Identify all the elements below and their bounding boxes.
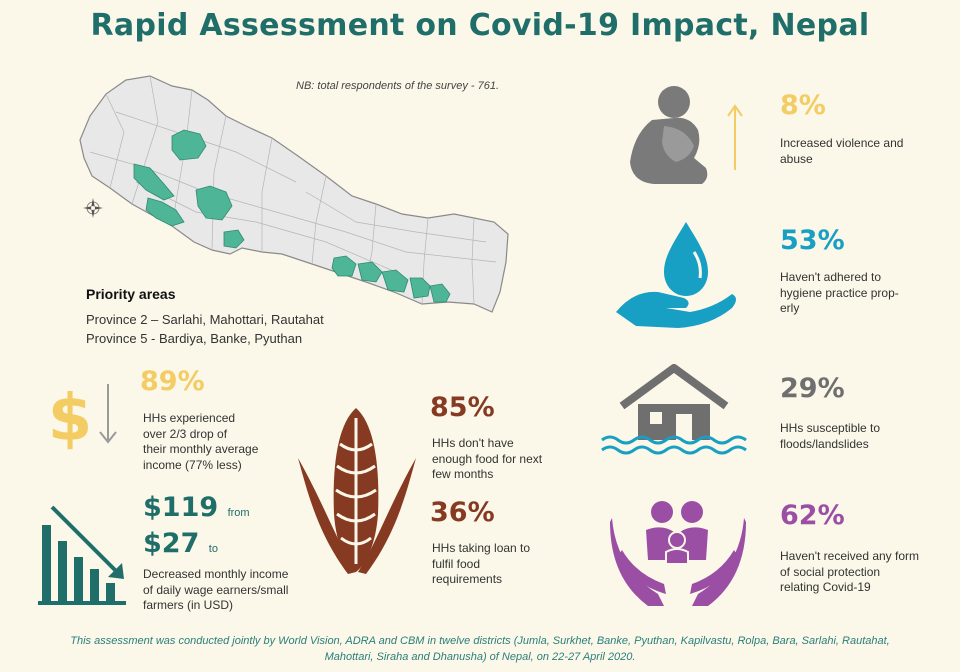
district-dhanusha bbox=[429, 283, 451, 303]
violence-percent: 8% bbox=[780, 90, 826, 121]
compass-icon bbox=[83, 198, 103, 218]
priority-areas-heading: Priority areas bbox=[86, 286, 176, 302]
district-jumla bbox=[171, 129, 207, 161]
loan-text: HHs taking loan to fulfil food requireme… bbox=[432, 541, 531, 586]
district-bardiya bbox=[133, 163, 175, 201]
page-title: Rapid Assessment on Covid-19 Impact, Nep… bbox=[90, 8, 870, 43]
wage-from-word: from bbox=[227, 507, 250, 519]
survey-note: NB: total respondents of the survey - 76… bbox=[296, 80, 500, 92]
floods-percent: 29% bbox=[780, 373, 845, 404]
food-shortage-text: HHs don't have enough food for next few … bbox=[432, 436, 543, 481]
wage-from-value: $119 from bbox=[143, 492, 250, 523]
nepal-map bbox=[79, 75, 509, 313]
province-5-districts: Province 5 - Bardiya, Banke, Pyuthan bbox=[86, 331, 303, 346]
income-drop-percent: 89% bbox=[140, 366, 205, 397]
water-drop-hand-icon bbox=[616, 222, 736, 328]
district-rautahat bbox=[357, 261, 383, 283]
footer-note: This assessment was conducted jointly by… bbox=[70, 635, 890, 663]
food-shortage-percent: 85% bbox=[430, 392, 495, 423]
wage-to-word: to bbox=[208, 543, 218, 555]
district-pyuthan bbox=[195, 185, 233, 221]
wage-to-value: $27 to bbox=[143, 528, 218, 559]
hygiene-text: Haven't adhered to hygiene practice prop… bbox=[780, 270, 899, 315]
family-protection-icon bbox=[610, 501, 746, 606]
loan-percent: 36% bbox=[430, 497, 495, 528]
district-sarlahi bbox=[381, 269, 409, 293]
province-2-districts: Province 2 – Sarlahi, Mahottari, Rautaha… bbox=[86, 312, 324, 327]
income-drop-text: HHs experienced over 2/3 drop of their m… bbox=[143, 411, 259, 472]
protection-percent: 62% bbox=[780, 500, 845, 531]
hygiene-percent: 53% bbox=[780, 225, 845, 256]
dollar-down-icon: $ bbox=[48, 382, 117, 450]
flooded-house-icon bbox=[601, 364, 747, 455]
corn-icon bbox=[298, 408, 416, 574]
district-mahottari bbox=[409, 277, 431, 299]
district-kapilvastu bbox=[223, 229, 245, 249]
district-banke bbox=[145, 197, 185, 227]
district-bara bbox=[331, 255, 357, 277]
declining-bar-chart-icon bbox=[38, 505, 126, 605]
svg-text:$: $ bbox=[48, 382, 93, 450]
map-outline bbox=[79, 75, 509, 313]
priority-districts bbox=[133, 129, 451, 303]
distressed-person-icon bbox=[630, 86, 743, 184]
district-borders bbox=[89, 75, 497, 305]
violence-text: Increased violence and abuse bbox=[780, 136, 904, 166]
wage-drop-text: Decreased monthly income of daily wage e… bbox=[143, 567, 289, 612]
floods-text: HHs susceptible to floods/landslides bbox=[780, 421, 881, 451]
protection-text: Haven't received any form of social prot… bbox=[780, 549, 920, 594]
